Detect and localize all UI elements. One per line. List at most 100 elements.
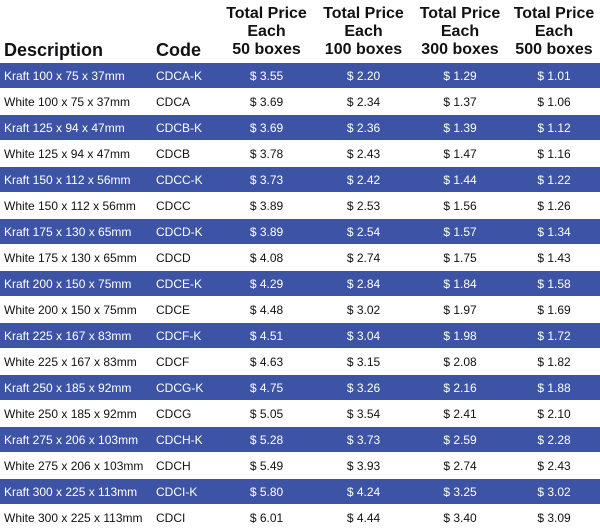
description-header: Description [0,0,156,63]
price-50-cell: $ 5.49 [218,453,315,479]
code-cell: CDCI [156,505,218,530]
price-50-cell: $ 3.89 [218,219,315,245]
code-cell: CDCD [156,245,218,271]
code-cell: CDCG [156,401,218,427]
price-500-cell: $ 1.69 [508,297,600,323]
price-50-cell: $ 4.63 [218,349,315,375]
price-500-cell: $ 3.09 [508,505,600,530]
price-100-cell: $ 3.73 [315,427,412,453]
description-cell: Kraft 275 x 206 x 103mm [0,427,156,453]
price-100-cell: $ 3.26 [315,375,412,401]
price-300-cell: $ 1.97 [412,297,508,323]
price-500-cell: $ 1.58 [508,271,600,297]
price-100-cell: $ 3.15 [315,349,412,375]
price-500-cell: $ 1.26 [508,193,600,219]
price-100-cell: $ 2.34 [315,89,412,115]
price-50-cell: $ 5.28 [218,427,315,453]
price-300-cell: $ 1.98 [412,323,508,349]
description-cell: White 250 x 185 x 92mm [0,401,156,427]
price-500-cell: $ 1.01 [508,63,600,89]
price-100-cell: $ 3.02 [315,297,412,323]
code-cell: CDCE-K [156,271,218,297]
code-cell: CDCH [156,453,218,479]
description-cell: Kraft 300 x 225 x 113mm [0,479,156,505]
price-500-header: Total Price Each 500 boxes [508,0,600,63]
price-300-cell: $ 1.37 [412,89,508,115]
price-500-cell: $ 1.22 [508,167,600,193]
price-50-cell: $ 3.73 [218,167,315,193]
price-300-cell: $ 1.84 [412,271,508,297]
price-300-cell: $ 2.74 [412,453,508,479]
price-50-cell: $ 6.01 [218,505,315,530]
price-50-cell: $ 4.08 [218,245,315,271]
price-50-cell: $ 4.29 [218,271,315,297]
price-500-cell: $ 1.88 [508,375,600,401]
code-cell: CDCA [156,89,218,115]
price-100-cell: $ 3.54 [315,401,412,427]
price-300-cell: $ 2.41 [412,401,508,427]
price-500-cell: $ 1.34 [508,219,600,245]
price-50-cell: $ 4.51 [218,323,315,349]
price-50-cell: $ 3.69 [218,89,315,115]
code-cell: CDCF [156,349,218,375]
price-100-cell: $ 2.54 [315,219,412,245]
price-500-cell: $ 1.16 [508,141,600,167]
price-100-cell: $ 2.20 [315,63,412,89]
description-cell: White 200 x 150 x 75mm [0,297,156,323]
code-cell: CDCB [156,141,218,167]
description-cell: White 150 x 112 x 56mm [0,193,156,219]
description-cell: Kraft 175 x 130 x 65mm [0,219,156,245]
code-cell: CDCC-K [156,167,218,193]
price-300-cell: $ 1.39 [412,115,508,141]
code-cell: CDCH-K [156,427,218,453]
price-500-cell: $ 2.10 [508,401,600,427]
description-cell: Kraft 225 x 167 x 83mm [0,323,156,349]
price-50-cell: $ 4.48 [218,297,315,323]
price-300-cell: $ 1.29 [412,63,508,89]
price-100-cell: $ 2.42 [315,167,412,193]
price-300-cell: $ 1.47 [412,141,508,167]
price-50-cell: $ 3.69 [218,115,315,141]
price-50-cell: $ 3.78 [218,141,315,167]
price-100-cell: $ 2.36 [315,115,412,141]
price-100-cell: $ 2.43 [315,141,412,167]
code-cell: CDCF-K [156,323,218,349]
price-100-cell: $ 3.04 [315,323,412,349]
description-cell: Kraft 250 x 185 x 92mm [0,375,156,401]
price-300-cell: $ 2.59 [412,427,508,453]
price-300-cell: $ 1.75 [412,245,508,271]
price-300-cell: $ 1.57 [412,219,508,245]
price-100-cell: $ 3.93 [315,453,412,479]
price-300-cell: $ 2.16 [412,375,508,401]
description-cell: White 100 x 75 x 37mm [0,89,156,115]
price-300-cell: $ 3.25 [412,479,508,505]
price-500-cell: $ 2.28 [508,427,600,453]
code-cell: CDCE [156,297,218,323]
code-cell: CDCC [156,193,218,219]
description-cell: Kraft 150 x 112 x 56mm [0,167,156,193]
price-500-cell: $ 1.82 [508,349,600,375]
description-cell: White 275 x 206 x 103mm [0,453,156,479]
price-500-cell: $ 1.12 [508,115,600,141]
code-header: Code [156,0,218,63]
price-100-cell: $ 2.84 [315,271,412,297]
description-cell: White 300 x 225 x 113mm [0,505,156,530]
price-100-cell: $ 4.24 [315,479,412,505]
price-50-cell: $ 5.80 [218,479,315,505]
description-cell: Kraft 100 x 75 x 37mm [0,63,156,89]
price-100-cell: $ 2.53 [315,193,412,219]
